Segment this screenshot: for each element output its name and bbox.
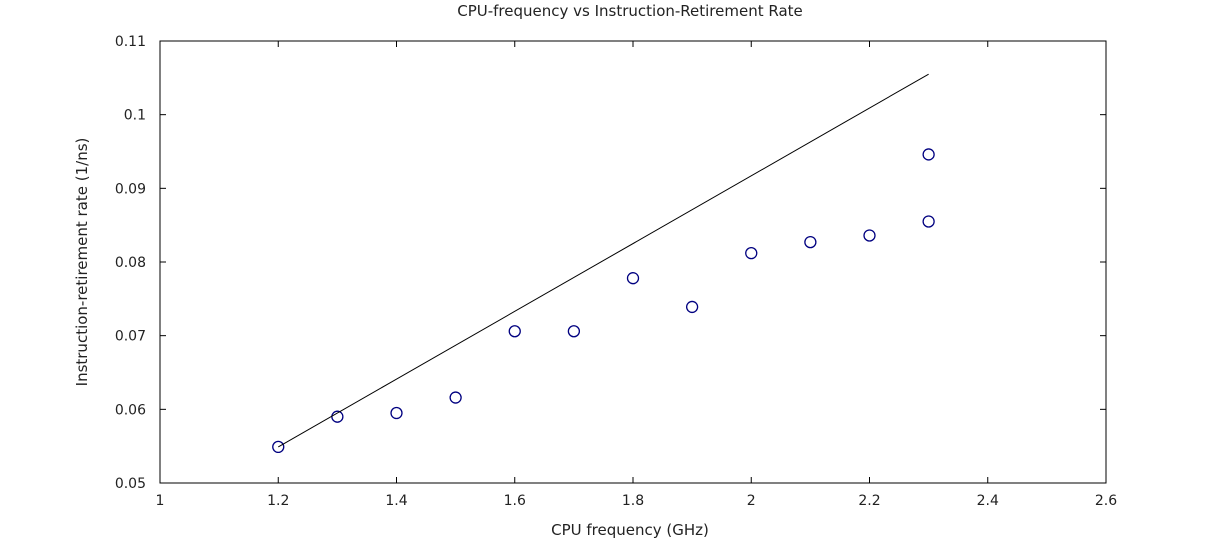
y-tick-label: 0.06	[115, 402, 146, 418]
x-tick-label: 1.2	[267, 493, 289, 509]
data-point	[567, 325, 581, 338]
x-tick-label: 1	[156, 493, 165, 509]
data-point	[745, 247, 758, 260]
data-point	[863, 229, 876, 242]
data-point	[508, 325, 521, 338]
y-tick-label: 0.11	[115, 34, 146, 50]
data-point	[922, 215, 935, 228]
x-tick-label: 2.6	[1095, 493, 1117, 509]
x-tick-label: 2.4	[977, 493, 999, 509]
x-axis: 1 1.2 1.4 1.6 1.8 2 2.2 2.4 2.6	[156, 41, 1117, 509]
x-tick-label: 1.8	[622, 493, 644, 509]
chart-title: CPU-frequency vs Instruction-Retirement …	[457, 2, 803, 20]
data-point	[272, 440, 285, 454]
data-point	[685, 300, 699, 314]
data-point	[449, 391, 462, 404]
data-point	[390, 406, 403, 420]
y-tick-label: 0.1	[124, 108, 146, 124]
x-tick-label: 2.2	[858, 493, 880, 509]
fit-line	[278, 73, 929, 448]
data-point	[626, 272, 640, 285]
plot-area-frame	[159, 40, 1107, 484]
data-point	[922, 148, 935, 161]
y-axis-label: Instruction-retirement rate (1/ns)	[73, 138, 91, 387]
x-tick-label: 1.4	[385, 493, 407, 509]
x-tick-label: 1.6	[504, 493, 526, 509]
y-tick-label: 0.08	[115, 255, 146, 271]
series-layer	[272, 73, 935, 454]
y-axis: 0.05 0.06 0.07 0.08 0.09 0.1 0.11	[115, 34, 1106, 492]
y-tick-label: 0.05	[115, 476, 146, 492]
data-point	[804, 235, 817, 249]
y-tick-label: 0.07	[115, 329, 146, 345]
x-tick-label: 2	[747, 493, 756, 509]
y-tick-label: 0.09	[115, 181, 146, 197]
x-axis-label: CPU frequency (GHz)	[551, 521, 709, 539]
